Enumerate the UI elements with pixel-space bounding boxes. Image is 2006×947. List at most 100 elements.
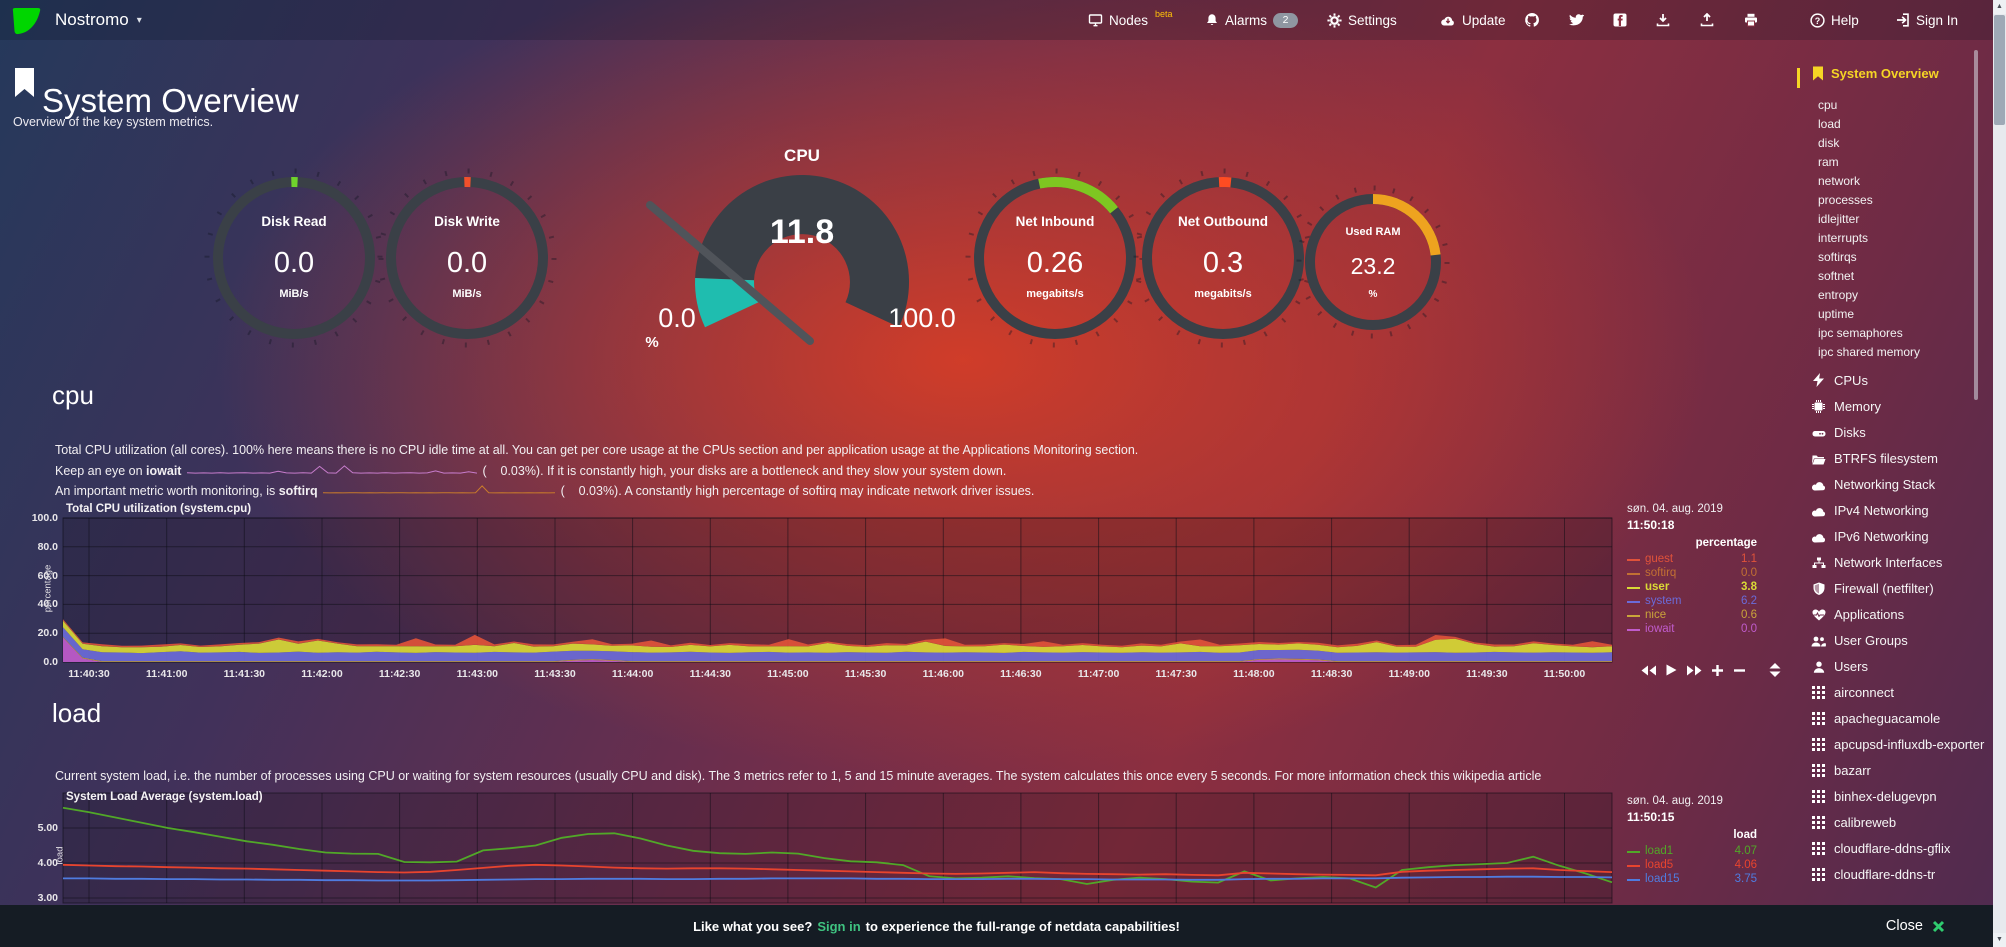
load-section-description: Current system load, i.e. the number of …	[55, 769, 1542, 783]
play-icon[interactable]	[1666, 664, 1677, 676]
sidebar-item-label: CPUs	[1834, 373, 1868, 388]
net-inbound-gauge-ticks	[965, 168, 1145, 348]
sidebar-item-calibreweb[interactable]: calibreweb	[1810, 814, 1990, 840]
scrollbar-thumb[interactable]	[1994, 15, 2005, 125]
sidebar-item-label: airconnect	[1834, 685, 1894, 700]
cpu-chart-plot[interactable]	[62, 517, 1613, 663]
scroll-down-icon[interactable]: ▼	[1993, 933, 2006, 947]
net-outbound-gauge-ring[interactable]	[1142, 177, 1304, 339]
disk-write-gauge-ring[interactable]	[386, 177, 548, 339]
sidebar-item-users[interactable]: Users	[1810, 658, 1990, 684]
nav-update-label: Update	[1462, 12, 1506, 28]
grid-icon	[1810, 868, 1827, 886]
scroll-up-icon[interactable]: ▲	[1993, 0, 2006, 14]
sidebar-item-idlejitter[interactable]: idlejitter	[1818, 212, 1860, 226]
nav-github[interactable]	[1524, 0, 1540, 40]
sidebar-item-ipv6-networking[interactable]: IPv6 Networking	[1810, 528, 1990, 554]
nav-update[interactable]: Update	[1440, 0, 1506, 40]
load-line-load5	[62, 863, 1613, 877]
sidebar-item-network[interactable]: network	[1818, 174, 1861, 188]
upload-icon	[1700, 13, 1714, 27]
sidebar-item-networking-stack[interactable]: Networking Stack	[1810, 476, 1990, 502]
cloud-icon	[1810, 478, 1827, 496]
sidebar-item-softirqs[interactable]: softirqs	[1818, 250, 1857, 264]
top-navbar: Nostromo ▾ Nodes beta Alarms 2 Settings …	[0, 0, 2006, 40]
sidebar-scrollbar-thumb[interactable]	[1974, 50, 1978, 400]
sign-in-link[interactable]: Sign in	[817, 918, 861, 934]
nav-nodes-label: Nodes	[1109, 12, 1149, 28]
zoom-out-icon[interactable]	[1733, 668, 1746, 673]
nav-alarms[interactable]: Alarms 2	[1205, 0, 1299, 40]
sidebar-item-ipv4-networking[interactable]: IPv4 Networking	[1810, 502, 1990, 528]
zoom-in-icon[interactable]	[1711, 664, 1724, 677]
twitter-icon	[1569, 14, 1584, 26]
sidebar-item-user-groups[interactable]: User Groups	[1810, 632, 1990, 658]
cpu-gauge-needle	[646, 201, 814, 345]
sidebar-item-apacheguacamole[interactable]: apacheguacamole	[1810, 710, 1990, 736]
sidebar-item-disk[interactable]: disk	[1818, 136, 1840, 150]
sidebar-item-interrupts[interactable]: interrupts	[1818, 231, 1869, 245]
cloud-icon	[1810, 504, 1827, 522]
load-line-load1	[62, 806, 1613, 889]
sidebar-item-apcupsd-influxdb-exporter[interactable]: apcupsd-influxdb-exporter	[1810, 736, 1990, 762]
sidebar-item-ipc-shared-memory[interactable]: ipc shared memory	[1818, 345, 1921, 359]
cloud-icon	[1810, 530, 1827, 548]
nav-settings[interactable]: Settings	[1327, 0, 1397, 40]
resize-vertical-icon[interactable]	[1769, 663, 1781, 677]
fast-forward-icon[interactable]	[1686, 665, 1702, 676]
sidebar-item-bazarr[interactable]: bazarr	[1810, 762, 1990, 788]
sitemap-icon	[1810, 556, 1827, 574]
page-scrollbar[interactable]: ▲ ▼	[1993, 0, 2006, 947]
sidebar-item-system-overview[interactable]: System Overview	[1812, 66, 1939, 81]
microchip-icon	[1810, 400, 1827, 418]
sidebar-item-cpu[interactable]: cpu	[1818, 98, 1838, 112]
grid-icon	[1810, 816, 1827, 834]
sidebar-item-ipc-semaphores[interactable]: ipc semaphores	[1818, 326, 1903, 340]
nav-export[interactable]	[1656, 0, 1670, 40]
cpu-gauge-arc[interactable]	[695, 174, 910, 328]
sidebar-item-applications[interactable]: Applications	[1810, 606, 1990, 632]
nav-twitter[interactable]	[1568, 0, 1584, 40]
sidebar-item-binhex-delugevpn[interactable]: binhex-delugevpn	[1810, 788, 1990, 814]
sidebar-item-uptime[interactable]: uptime	[1818, 307, 1855, 321]
sidebar-item-memory[interactable]: Memory	[1810, 398, 1990, 424]
nav-help[interactable]: ? Help	[1810, 0, 1859, 40]
sidebar-item-label: BTRFS filesystem	[1834, 451, 1939, 466]
sidebar-item-entropy[interactable]: entropy	[1818, 288, 1859, 302]
sidebar-item-cpus[interactable]: CPUs	[1810, 372, 1990, 398]
netdata-logo-icon[interactable]	[10, 6, 44, 36]
load-chart-plot[interactable]	[62, 792, 1613, 904]
nav-nodes[interactable]: Nodes beta	[1088, 0, 1173, 40]
sidebar-item-load[interactable]: load	[1818, 117, 1841, 131]
sidebar-item-airconnect[interactable]: airconnect	[1810, 684, 1990, 710]
net-outbound-gauge-value-arc	[1142, 177, 1304, 339]
shield-icon	[1810, 582, 1827, 600]
nav-import[interactable]	[1700, 0, 1714, 40]
sidebar-item-ram[interactable]: ram	[1818, 155, 1839, 169]
banner-suffix: to experience the full-range of netdata …	[865, 918, 1180, 934]
sidebar-item-firewall-netfilter-[interactable]: Firewall (netfilter)	[1810, 580, 1990, 606]
sidebar-item-network-interfaces[interactable]: Network Interfaces	[1810, 554, 1990, 580]
disk-read-gauge-ring[interactable]	[213, 177, 375, 339]
sidebar-item-disks[interactable]: Disks	[1810, 424, 1990, 450]
signin-banner-message: Like what you see? Sign in to experience…	[0, 905, 1873, 947]
sidebar-item-cloudflare-ddns-tr[interactable]: cloudflare-ddns-tr	[1810, 866, 1990, 892]
users-icon	[1810, 634, 1827, 652]
nav-print[interactable]	[1744, 0, 1758, 40]
nav-facebook[interactable]	[1613, 0, 1627, 40]
nav-sign-in[interactable]: Sign In	[1895, 0, 1958, 40]
sidebar-item-softnet[interactable]: softnet	[1818, 269, 1855, 283]
download-icon	[1656, 14, 1670, 27]
rewind-icon[interactable]	[1641, 665, 1657, 676]
cpu-area-user	[63, 620, 1612, 654]
close-banner-button[interactable]: Close	[1886, 905, 1945, 947]
chevron-down-icon: ▾	[136, 14, 142, 26]
sidebar-item-cloudflare-ddns-gflix[interactable]: cloudflare-ddns-gflix	[1810, 840, 1990, 866]
sidebar-item-processes[interactable]: processes	[1818, 193, 1873, 207]
node-selector[interactable]: Nostromo ▾	[55, 0, 142, 40]
alarms-count-badge: 2	[1273, 12, 1299, 28]
bookmark-icon	[15, 68, 34, 97]
sidebar-item-btrfs-filesystem[interactable]: BTRFS filesystem	[1810, 450, 1990, 476]
